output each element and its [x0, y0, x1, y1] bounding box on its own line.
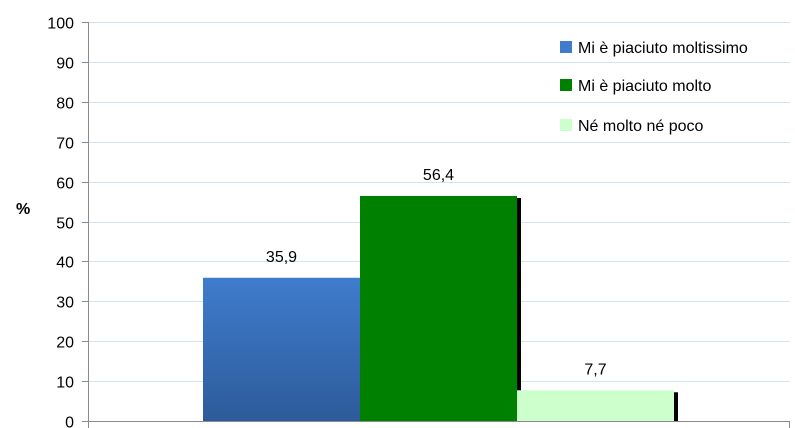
legend-swatch	[560, 79, 572, 91]
legend-label: Mi è piaciuto moltissimo	[578, 40, 748, 57]
legend-label: Mi è piaciuto molto	[578, 78, 711, 95]
bar	[517, 390, 674, 421]
y-tick-label: 50	[56, 216, 74, 233]
data-label: 56,4	[423, 167, 454, 184]
y-tick-label: 10	[56, 375, 74, 392]
y-tick-label: 60	[56, 176, 74, 193]
y-tick-label: 20	[56, 335, 74, 352]
legend-swatch	[560, 119, 572, 131]
legend-swatch	[560, 41, 572, 53]
data-labels: 35,9 56,4 7,7	[266, 167, 607, 378]
y-axis-label: %	[16, 201, 30, 218]
bar-shadow	[674, 392, 678, 421]
data-label: 7,7	[584, 361, 606, 378]
y-tick-label: 80	[56, 96, 74, 113]
bars	[203, 195, 678, 421]
legend-label: Né molto né poco	[578, 118, 704, 135]
data-label: 35,9	[266, 249, 297, 266]
y-axis-ticks: 0 10 20 30 40 50 60 70 80 90 100	[47, 16, 74, 428]
y-tick-label: 70	[56, 136, 74, 153]
y-tick-label: 0	[65, 415, 74, 428]
bar	[360, 195, 517, 421]
y-tick-label: 100	[47, 16, 74, 33]
y-tick-label: 90	[56, 56, 74, 73]
bar	[203, 277, 360, 421]
y-tick-label: 40	[56, 255, 74, 272]
axes	[82, 22, 790, 428]
y-tick-label: 30	[56, 295, 74, 312]
bar-shadow	[517, 197, 521, 421]
legend: Mi è piaciuto moltissimo Mi è piaciuto mo…	[560, 40, 748, 135]
